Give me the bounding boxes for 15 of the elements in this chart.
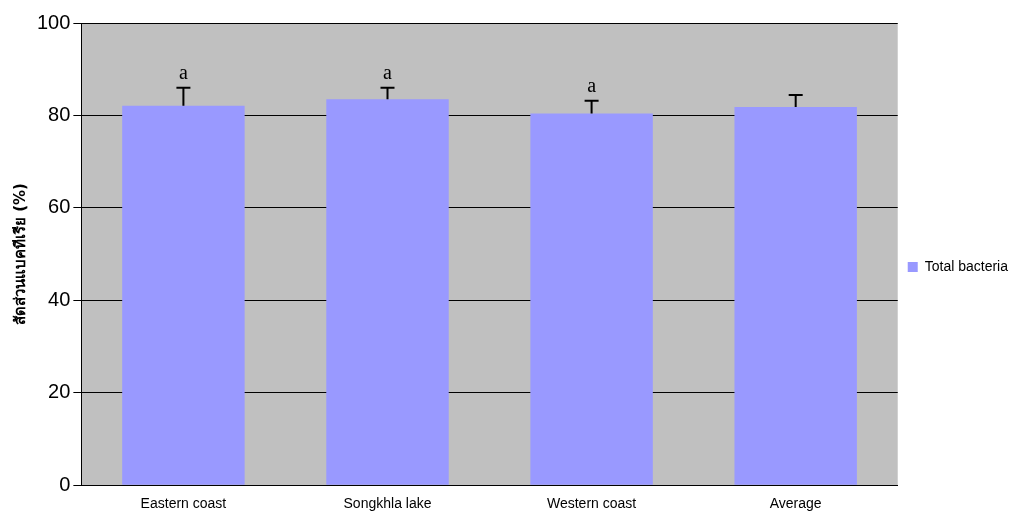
x-tick-label: Western coast [546, 495, 637, 512]
y-tick-label: 100 [36, 10, 71, 33]
y-tick-label: 20 [48, 380, 71, 403]
y-tick-label: 0 [59, 472, 71, 495]
x-tick-label: Eastern coast [140, 495, 227, 512]
y-tick-label: 60 [48, 195, 71, 218]
legend-label: Total bacteria [924, 257, 1009, 274]
x-tick-label: Songkhla lake [343, 495, 432, 512]
annotation: a [587, 73, 597, 96]
x-tick-label: Average [769, 495, 822, 512]
y-axis-title: สัดส่วนแบคทีเรีย (%) [10, 183, 29, 326]
annotation: a [383, 60, 393, 83]
y-tick-label: 40 [48, 287, 71, 310]
annotation: a [178, 60, 188, 83]
y-tick-label: 80 [48, 102, 71, 125]
